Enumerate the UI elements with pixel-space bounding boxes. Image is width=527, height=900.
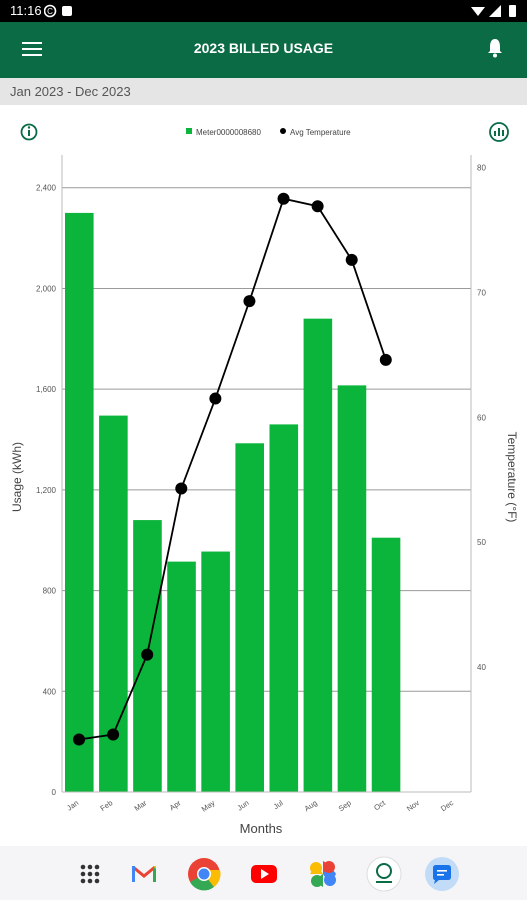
temperature-point — [209, 392, 222, 405]
temperature-point — [379, 353, 392, 366]
page-title: 2023 BILLED USAGE — [193, 40, 334, 56]
info-icon[interactable] — [20, 123, 38, 141]
y-tick-label: 2,000 — [36, 284, 57, 293]
x-tick-label: Dec — [439, 798, 455, 813]
chart-toggle-icon[interactable] — [489, 122, 509, 142]
bar-jan — [65, 212, 94, 793]
y-tick-label: 2,400 — [36, 184, 57, 193]
y2-tick-label: 60 — [477, 413, 486, 422]
bar-jul — [269, 424, 299, 792]
legend-swatch-temperature — [280, 128, 286, 134]
x-tick-label: Apr — [168, 798, 183, 812]
y-tick-label: 800 — [43, 587, 57, 596]
x-axis-ticks: Jan Feb Mar Apr May Jun Jul Aug Sep Oct Nov Dec — [65, 798, 455, 814]
bell-icon[interactable] — [487, 38, 503, 62]
app-bar: 2023 BILLED USAGE — [0, 22, 527, 78]
temperature-point — [141, 648, 154, 661]
temperature-point — [175, 482, 188, 495]
youtube-icon[interactable] — [246, 856, 282, 892]
temperature-point — [243, 295, 256, 308]
y2-tick-label: 40 — [477, 663, 486, 672]
temperature-point — [277, 192, 290, 205]
y2-axis-label: Temperature (°F) — [505, 432, 519, 523]
bars — [65, 212, 401, 793]
status-time: 11:16 — [10, 3, 42, 18]
y-tick-label: 0 — [52, 788, 57, 797]
legend-swatch-meter — [186, 128, 192, 134]
bar-jun — [235, 443, 264, 792]
grid-lines — [62, 187, 471, 692]
x-tick-label: Jul — [272, 798, 285, 811]
x-tick-label: Nov — [405, 798, 421, 813]
x-tick-label: Mar — [133, 798, 149, 813]
y-tick-label: 400 — [43, 687, 57, 696]
apps-grid-icon[interactable] — [72, 856, 108, 892]
temperature-line — [73, 192, 392, 746]
x-tick-label: Oct — [372, 798, 387, 813]
temperature-polyline — [78, 197, 387, 741]
y2-axis-ticks: 40 50 60 70 80 — [477, 163, 486, 672]
svg-text:C: C — [47, 7, 53, 16]
y-axis-label: Usage (kWh) — [10, 442, 24, 512]
utility-app-icon[interactable] — [366, 856, 402, 892]
temperature-point — [311, 200, 324, 213]
bar-apr — [167, 561, 196, 792]
x-tick-label: Feb — [99, 798, 115, 813]
photos-icon[interactable] — [305, 856, 341, 892]
signal-icon — [489, 5, 501, 17]
y2-tick-label: 80 — [477, 163, 486, 172]
bar-aug — [303, 318, 333, 792]
legend-label-meter: Meter0000008680 — [196, 128, 261, 137]
hamburger-menu-icon[interactable] — [22, 41, 42, 61]
y-axis-ticks: 0 400 800 1,200 1,600 2,000 2,400 — [36, 184, 57, 797]
system-icons — [469, 4, 519, 22]
date-range-label: Jan 2023 - Dec 2023 — [10, 84, 131, 99]
status-bar: 11:16 C — [0, 0, 527, 22]
bottom-nav-bar — [0, 846, 527, 900]
chrome-icon[interactable] — [186, 856, 222, 892]
x-axis-label: Months — [240, 821, 283, 836]
legend-label-temperature: Avg Temperature — [290, 128, 351, 137]
temperature-point — [345, 253, 358, 266]
x-tick-label: Sep — [337, 798, 353, 813]
wifi-icon — [471, 7, 485, 16]
y2-tick-label: 70 — [477, 288, 486, 297]
chart-legend: Meter0000008680 Avg Temperature — [186, 128, 351, 137]
bar-oct — [371, 537, 401, 792]
usage-chart: Meter0000008680 Avg Temperature 0 400 800 1… — [0, 105, 527, 846]
notification-icons: C — [43, 4, 74, 22]
x-tick-label: May — [200, 798, 217, 814]
date-range-bar: Jan 2023 - Dec 2023 — [0, 78, 527, 105]
y2-tick-label: 50 — [477, 538, 486, 547]
temperature-point — [107, 728, 120, 741]
temperature-point — [73, 733, 86, 746]
x-tick-label: Jun — [236, 798, 251, 812]
y-tick-label: 1,200 — [36, 486, 57, 495]
battery-icon — [509, 5, 516, 17]
gmail-icon[interactable] — [126, 856, 162, 892]
y-tick-label: 1,600 — [36, 385, 57, 394]
messages-icon[interactable] — [424, 856, 460, 892]
x-tick-label: Aug — [303, 798, 319, 813]
x-tick-label: Jan — [65, 798, 80, 812]
bar-may — [201, 551, 230, 792]
bar-sep — [337, 385, 367, 792]
